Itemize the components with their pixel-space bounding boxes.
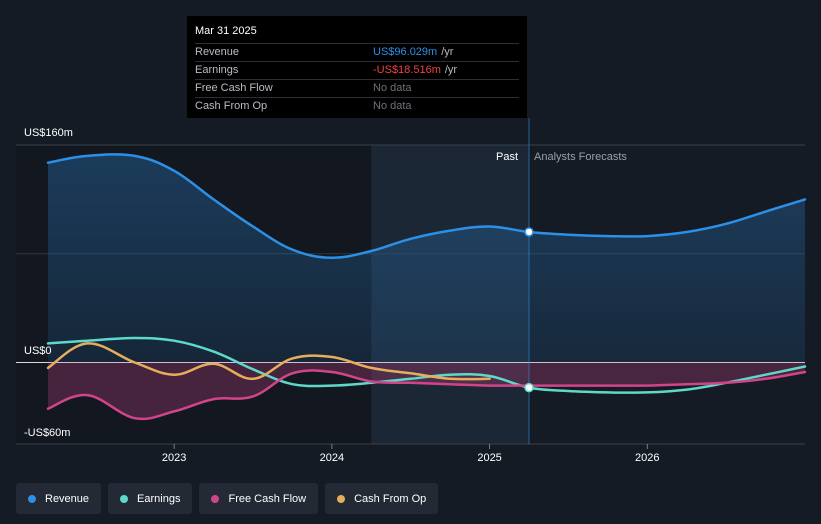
legend-dot-icon bbox=[28, 494, 36, 503]
markers bbox=[524, 227, 534, 393]
revenue-area bbox=[48, 154, 805, 363]
legend: Revenue Earnings Free Cash Flow Cash Fro… bbox=[16, 483, 439, 514]
tooltip-value: No data bbox=[373, 82, 412, 94]
tooltip-row-revenue: Revenue US$96.029m /yr bbox=[195, 43, 519, 61]
x-axis-ticks: 2023 2024 2025 2026 bbox=[162, 444, 660, 464]
legend-label: Free Cash Flow bbox=[228, 492, 307, 505]
y-tick-label-zero: US$0 bbox=[24, 345, 52, 357]
tooltip-label: Revenue bbox=[195, 46, 240, 58]
revenue-marker bbox=[524, 227, 534, 237]
x-tick-label: 2025 bbox=[477, 452, 501, 464]
legend-dot-icon bbox=[211, 494, 220, 503]
earnings-marker bbox=[524, 382, 534, 393]
zone-label-forecast: Analysts Forecasts bbox=[534, 151, 627, 163]
tooltip-value: No data bbox=[373, 100, 412, 112]
legend-item-revenue[interactable]: Revenue bbox=[16, 483, 102, 514]
legend-item-cash-from-op[interactable]: Cash From Op bbox=[325, 483, 439, 514]
legend-label: Earnings bbox=[137, 492, 181, 505]
tooltip-label: Cash From Op bbox=[195, 100, 268, 112]
zone-label-past: Past bbox=[496, 151, 518, 163]
tooltip-value: -US$18.516m bbox=[373, 64, 441, 76]
cash-from-op-line bbox=[46, 342, 491, 381]
series-lines bbox=[46, 153, 807, 421]
tooltip-row-free-cash-flow: Free Cash Flow No data bbox=[195, 79, 519, 97]
tooltip-row-cash-from-op: Cash From Op No data bbox=[195, 97, 519, 115]
y-tick-label-top: US$160m bbox=[24, 127, 73, 139]
legend-label: Cash From Op bbox=[354, 492, 427, 505]
tooltip-unit: /yr bbox=[441, 46, 454, 58]
y-tick-label-bottom: -US$60m bbox=[24, 427, 70, 439]
tooltip: Mar 31 2025 Revenue US$96.029m /yr Earni… bbox=[187, 16, 527, 118]
tooltip-unit: /yr bbox=[444, 64, 458, 76]
series-areas bbox=[48, 154, 805, 419]
free-cash-flow-area bbox=[48, 362, 805, 419]
x-tick-label: 2026 bbox=[635, 452, 659, 464]
tooltip-label: Free Cash Flow bbox=[195, 82, 273, 94]
legend-dot-icon bbox=[120, 494, 129, 503]
tooltip-label: Earnings bbox=[195, 64, 239, 76]
legend-label: Revenue bbox=[45, 492, 90, 505]
revenue-line bbox=[46, 153, 807, 260]
tooltip-row-earnings: Earnings -US$18.516m /yr bbox=[195, 61, 519, 79]
x-tick-label: 2024 bbox=[320, 452, 344, 464]
x-tick-label: 2023 bbox=[162, 452, 186, 464]
free-cash-flow-line bbox=[46, 369, 807, 421]
legend-item-earnings[interactable]: Earnings bbox=[108, 483, 193, 514]
tooltip-value: US$96.029m bbox=[373, 46, 438, 58]
legend-dot-icon bbox=[337, 494, 346, 503]
legend-item-free-cash-flow[interactable]: Free Cash Flow bbox=[199, 483, 319, 514]
tooltip-date: Mar 31 2025 bbox=[195, 25, 257, 37]
